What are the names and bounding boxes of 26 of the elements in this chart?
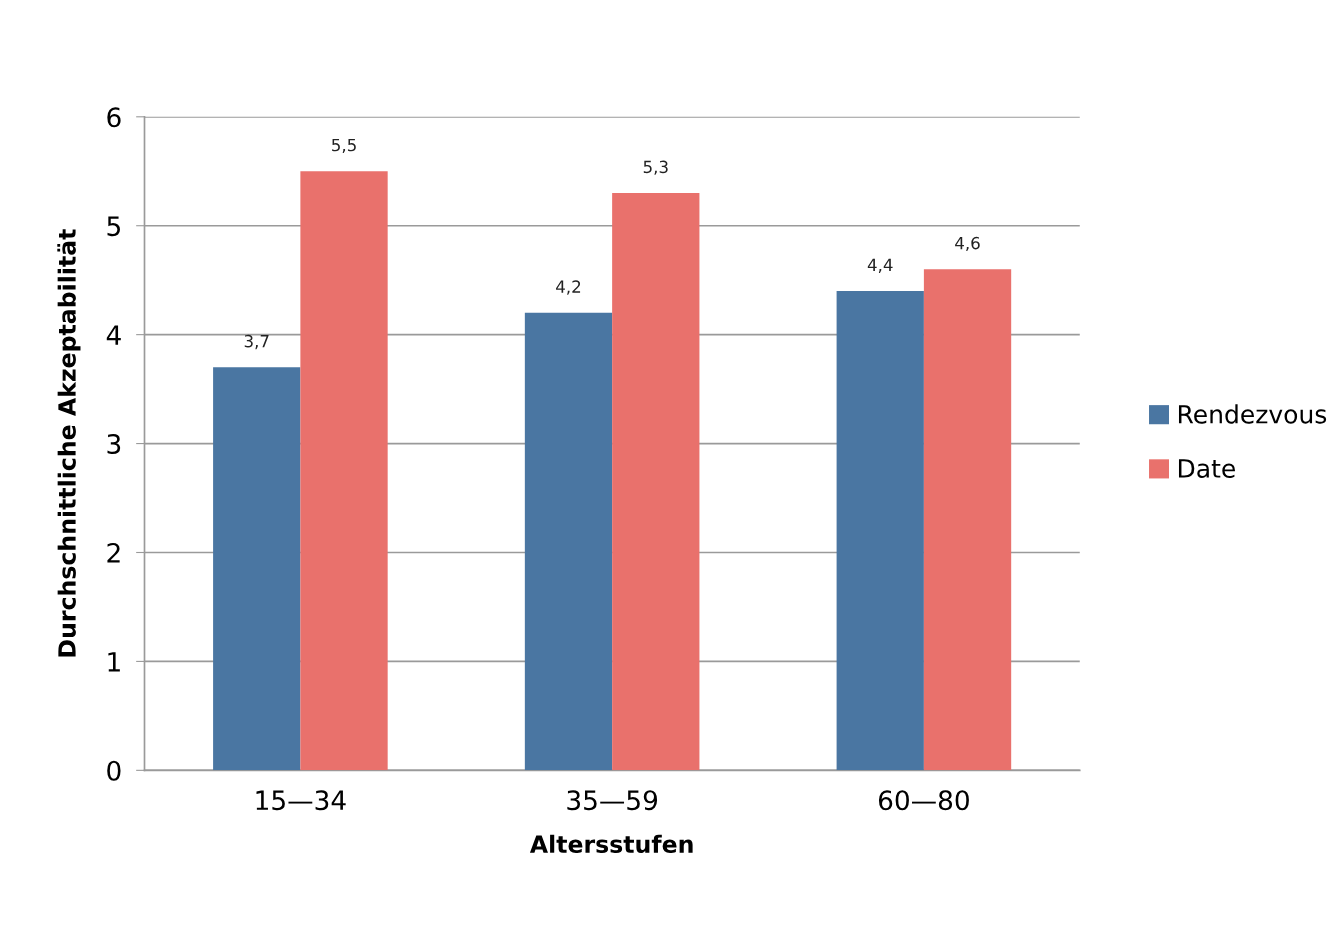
bar — [524, 312, 613, 771]
y-tick-label: 6 — [107, 107, 121, 128]
x-tick-label: 15—34 — [256, 790, 346, 811]
y-tick-label: 5 — [107, 216, 120, 237]
x-tick-label: 35—59 — [567, 790, 658, 811]
bar — [836, 291, 924, 771]
data-label: 4,4 — [867, 258, 893, 273]
legend-label: Rendezvous — [1178, 404, 1327, 424]
data-label: 4,6 — [955, 236, 980, 252]
y-axis-title: Durchschnittliche Akzeptabilität — [57, 229, 81, 657]
x-axis-title: Altersstufen — [529, 834, 693, 854]
data-label: 3,7 — [244, 334, 269, 350]
y-tick-label: 4 — [106, 325, 121, 345]
x-tick-label: 60—80 — [878, 790, 969, 811]
bar — [213, 367, 301, 771]
y-tick-label: 3 — [107, 434, 121, 454]
legend-label: Date — [1178, 459, 1235, 478]
bar — [612, 193, 700, 771]
y-tick-label: 2 — [107, 542, 120, 563]
bar — [300, 171, 388, 771]
data-label: 4,2 — [556, 280, 581, 295]
y-tick-label: 1 — [108, 652, 120, 672]
data-label: 5,5 — [332, 138, 356, 154]
data-label: 5,3 — [643, 160, 668, 175]
bar — [923, 269, 1012, 771]
y-tick-label: 0 — [107, 760, 121, 781]
